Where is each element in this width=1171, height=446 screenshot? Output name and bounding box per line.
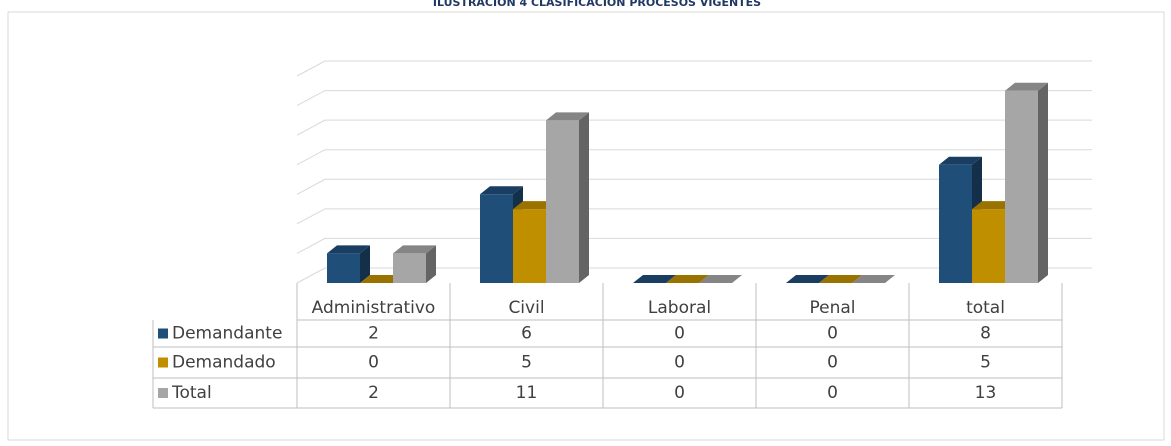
table-value: 13 (975, 383, 997, 403)
bar-front (939, 164, 972, 283)
legend-label: Total (171, 383, 212, 403)
bar-top (360, 275, 403, 283)
bar-top (480, 186, 523, 195)
bar (1005, 82, 1048, 284)
bar (852, 275, 895, 283)
bar (360, 275, 403, 283)
bar-top (393, 245, 436, 254)
legend-key (158, 328, 168, 339)
grid-line (296, 119, 1092, 136)
table-value: 0 (674, 383, 685, 403)
x-tick-label: Penal (809, 298, 855, 318)
table-value: 5 (980, 353, 991, 373)
table-value: 6 (521, 324, 532, 344)
chart-title: ILUSTRACIÓN 4 CLASIFICACIÓN PROCESOS VIG… (433, 0, 761, 9)
bar-front (480, 194, 513, 283)
x-tick-label: Laboral (648, 298, 711, 318)
bar (699, 275, 742, 283)
bar-front (393, 253, 426, 283)
bar-top (513, 201, 556, 210)
x-tick-label: Administrativo (312, 298, 436, 318)
legend-key (158, 388, 168, 398)
bar-top (786, 275, 829, 283)
bar-top (633, 275, 676, 283)
table-value: 5 (521, 353, 532, 373)
grid-line (296, 208, 1092, 225)
bar-front (1005, 90, 1038, 284)
legend-label: Demandado (172, 353, 276, 373)
bar-top (1005, 82, 1048, 91)
bar-front (513, 209, 546, 283)
bar-side (579, 112, 589, 283)
grid-line (296, 178, 1092, 195)
table-value: 0 (827, 353, 838, 373)
grid-line (296, 60, 1092, 77)
bar-top (546, 112, 589, 121)
bar (546, 112, 589, 283)
bar-front (327, 253, 360, 283)
grid-line (296, 237, 1092, 254)
grid-line (296, 149, 1092, 166)
table-value: 2 (368, 383, 379, 403)
table-value: 0 (368, 353, 379, 373)
bar-side (426, 245, 436, 283)
legend-label: Demandante (172, 324, 282, 344)
table-value: 0 (674, 353, 685, 373)
x-tick-label: Civil (508, 298, 544, 318)
bar-top (699, 275, 742, 283)
table-value: 11 (516, 383, 538, 403)
bar (327, 245, 370, 283)
bar-top (852, 275, 895, 283)
grid-line (296, 267, 1092, 284)
table-value: 0 (827, 324, 838, 344)
bar-top (939, 156, 982, 165)
bar-front (972, 209, 1005, 283)
grid-line (296, 90, 1092, 107)
bar-top (972, 201, 1015, 210)
bar-top (327, 245, 370, 254)
bar (393, 245, 436, 283)
legend-key (158, 357, 168, 368)
bar-top (819, 275, 862, 283)
table-value: 0 (827, 383, 838, 403)
bar-front (546, 120, 579, 283)
bar (633, 275, 676, 283)
bar-top (666, 275, 709, 283)
table-value: 0 (674, 324, 685, 344)
bar-side (1038, 82, 1048, 284)
table-value: 8 (980, 324, 991, 344)
x-tick-label: total (966, 298, 1005, 318)
bar (666, 275, 709, 283)
bar (786, 275, 829, 283)
bar (819, 275, 862, 283)
table-value: 2 (368, 324, 379, 344)
bar-side (360, 245, 370, 283)
